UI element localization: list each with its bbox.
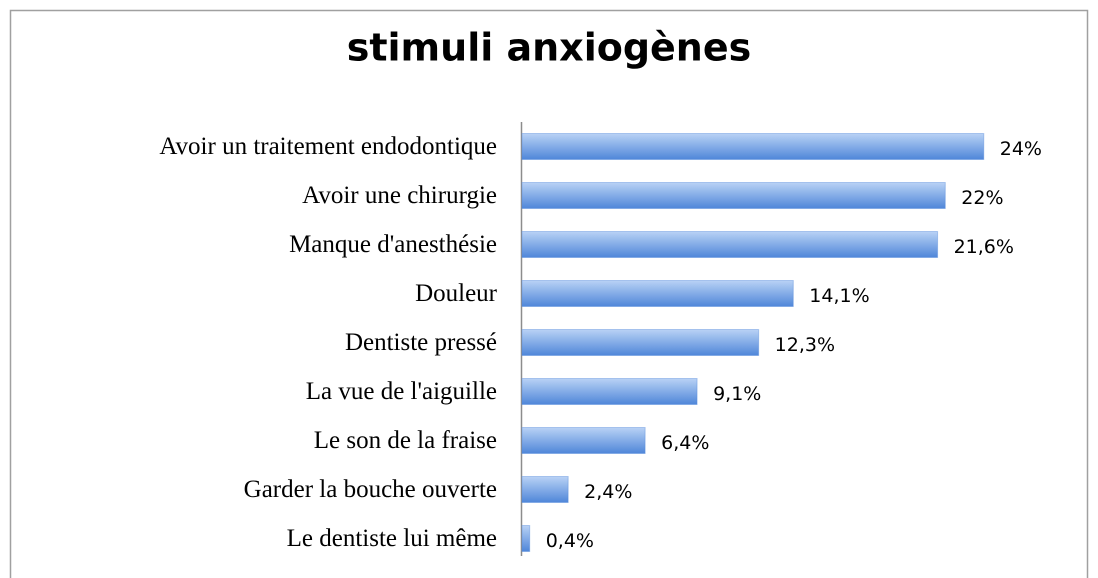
value-label: 2,4%: [584, 481, 632, 503]
chart-title: stimuli anxiogènes: [347, 26, 752, 70]
category-label: Le dentiste lui même: [287, 525, 497, 552]
category-label: Avoir un traitement endodontique: [159, 133, 497, 160]
bar: [521, 231, 939, 258]
bar: [521, 133, 985, 160]
value-label: 0,4%: [546, 530, 594, 552]
category-label: Douleur: [415, 280, 498, 307]
bar: [521, 329, 760, 356]
category-label: Le son de la fraise: [314, 427, 497, 454]
bar: [521, 280, 794, 307]
value-label: 21,6%: [954, 236, 1014, 258]
value-label: 14,1%: [809, 285, 869, 307]
bar: [521, 427, 646, 454]
value-label: 22%: [961, 187, 1003, 209]
value-label: 9,1%: [713, 383, 761, 405]
value-label: 12,3%: [775, 334, 835, 356]
category-label: Garder la bouche ouverte: [244, 476, 497, 503]
category-label: La vue de l'aiguille: [306, 378, 497, 405]
category-label: Manque d'anesthésie: [289, 231, 497, 258]
category-label: Dentiste pressé: [345, 329, 497, 356]
bar: [521, 525, 531, 552]
bar: [521, 182, 946, 209]
category-label: Avoir une chirurgie: [302, 182, 497, 209]
bar: [521, 378, 698, 405]
value-label: 24%: [1000, 138, 1042, 160]
bar: [521, 476, 569, 503]
value-label: 6,4%: [661, 432, 709, 454]
